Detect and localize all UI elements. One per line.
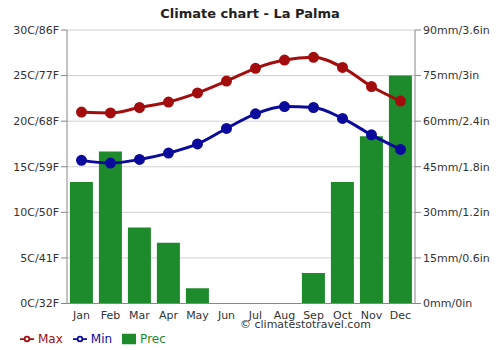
svg-text:Dec: Dec bbox=[390, 309, 411, 322]
svg-text:20C/68F: 20C/68F bbox=[13, 115, 59, 128]
svg-text:45mm/1.8in: 45mm/1.8in bbox=[423, 161, 490, 174]
svg-text:Jun: Jun bbox=[217, 309, 235, 322]
svg-text:Jan: Jan bbox=[72, 309, 90, 322]
svg-text:90mm/3.6in: 90mm/3.6in bbox=[423, 24, 490, 37]
svg-text:30C/86F: 30C/86F bbox=[13, 24, 59, 37]
svg-text:Mar: Mar bbox=[129, 309, 150, 322]
svg-text:Apr: Apr bbox=[159, 309, 179, 322]
svg-text:75mm/3in: 75mm/3in bbox=[423, 69, 479, 82]
svg-text:25C/77F: 25C/77F bbox=[13, 69, 59, 82]
svg-text:15C/59F: 15C/59F bbox=[13, 161, 59, 174]
svg-text:15mm/0.6in: 15mm/0.6in bbox=[423, 252, 490, 265]
svg-text:May: May bbox=[186, 309, 209, 322]
svg-text:30mm/1.2in: 30mm/1.2in bbox=[423, 206, 490, 219]
svg-text:10C/50F: 10C/50F bbox=[13, 206, 59, 219]
svg-text:5C/41F: 5C/41F bbox=[20, 252, 59, 265]
svg-text:Feb: Feb bbox=[101, 309, 120, 322]
svg-text:0C/32F: 0C/32F bbox=[20, 297, 59, 310]
svg-text:0mm/0in: 0mm/0in bbox=[423, 297, 472, 310]
svg-text:60mm/2.4in: 60mm/2.4in bbox=[423, 115, 490, 128]
